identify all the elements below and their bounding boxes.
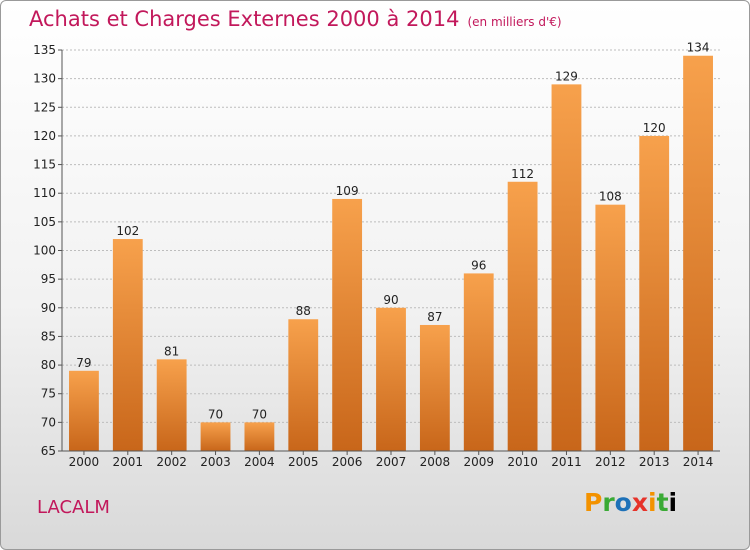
x-tick-label-2014: 2014: [683, 455, 714, 469]
x-tick-label-2002: 2002: [156, 455, 187, 469]
bar-2012: [595, 204, 626, 451]
y-tick-label: 95: [41, 272, 56, 286]
bar-2009: [463, 273, 494, 451]
y-tick-label: 70: [41, 415, 56, 429]
bar-2001: [112, 239, 143, 451]
bar-2008: [419, 324, 450, 451]
bar-2000: [69, 370, 99, 451]
x-tick-label-2012: 2012: [595, 455, 626, 469]
data-label-2012: 108: [599, 190, 622, 204]
y-tick-label: 130: [33, 72, 56, 86]
y-tick-label: 105: [33, 215, 56, 229]
data-label-2003: 70: [208, 407, 223, 421]
data-label-2000: 79: [76, 356, 91, 370]
data-label-2002: 81: [164, 344, 179, 358]
data-label-2005: 88: [296, 304, 311, 318]
data-label-2008: 87: [427, 310, 442, 324]
bar-2005: [288, 319, 319, 451]
y-tick-label: 120: [33, 129, 56, 143]
y-tick-label: 80: [41, 358, 56, 372]
x-tick-label-2010: 2010: [507, 455, 538, 469]
y-tick-label: 85: [41, 329, 56, 343]
x-tick-label-2011: 2011: [551, 455, 582, 469]
x-tick-label-2005: 2005: [288, 455, 319, 469]
y-tick-label: 65: [41, 444, 56, 458]
chart-title: Achats et Charges Externes 2000 à 2014 (e…: [29, 7, 562, 31]
proxiti-logo: Proxiti: [584, 488, 678, 517]
commune-name: LACALM: [37, 497, 110, 518]
bar-2010: [507, 181, 538, 451]
x-tick-label-2006: 2006: [332, 455, 363, 469]
x-tick-label-2004: 2004: [244, 455, 275, 469]
axes: 65 70 75 80 85 90 95 100 105 110 115 120 125 130 135 20…: [33, 43, 720, 469]
data-label-2006: 109: [336, 184, 359, 198]
y-tick-label: 75: [41, 387, 56, 401]
y-tick-label: 115: [33, 158, 56, 172]
bar-2011: [551, 84, 582, 451]
data-label-2013: 120: [643, 121, 666, 135]
bar-2003: [200, 422, 231, 451]
data-label-2010: 112: [511, 167, 534, 181]
x-tick-label-2001: 2001: [113, 455, 144, 469]
chart-unit: (en milliers d'€): [467, 15, 562, 29]
y-tick-label: 125: [33, 100, 56, 114]
x-tick-label-2000: 2000: [69, 455, 100, 469]
bars: [69, 55, 713, 451]
bar-2013: [639, 135, 670, 451]
data-label-2014: 134: [687, 41, 710, 55]
x-tick-label-2013: 2013: [639, 455, 670, 469]
x-tick-label-2009: 2009: [463, 455, 494, 469]
bar-2014: [683, 55, 713, 451]
y-tick-label: 135: [33, 43, 56, 57]
x-tick-label-2007: 2007: [376, 455, 407, 469]
y-tick-label: 110: [33, 186, 56, 200]
y-tick-label: 100: [33, 244, 56, 258]
data-label-2001: 102: [116, 224, 139, 238]
bar-2002: [156, 359, 187, 451]
x-tick-label-2003: 2003: [200, 455, 231, 469]
bar-2007: [376, 307, 406, 451]
bar-2006: [332, 198, 363, 451]
data-labels: 79 102 81 70 70 88 109 90 87 96 112 129 108 120 134: [76, 41, 709, 422]
data-label-2007: 90: [383, 293, 398, 307]
y-tick-label: 90: [41, 301, 56, 315]
bar-2004: [244, 422, 275, 451]
data-label-2004: 70: [252, 407, 267, 421]
data-label-2009: 96: [471, 258, 486, 272]
data-label-2011: 129: [555, 69, 578, 83]
x-tick-label-2008: 2008: [420, 455, 451, 469]
